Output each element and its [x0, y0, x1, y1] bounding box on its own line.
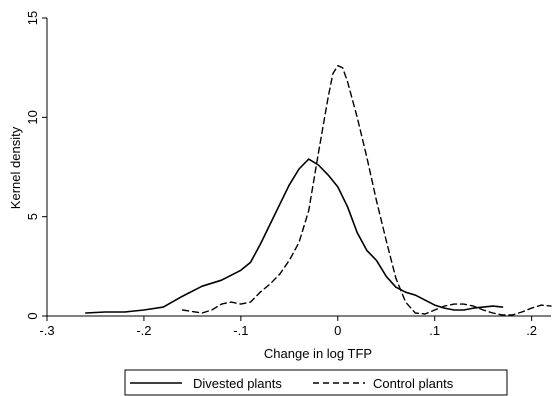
y-tick-label: 10	[25, 110, 40, 124]
y-tick-label: 0	[25, 312, 40, 319]
legend: Divested plants Control plants	[124, 369, 508, 396]
x-tick-label: .1	[429, 323, 440, 338]
y-tick-label: 15	[25, 11, 40, 25]
x-tick-label: -.3	[39, 323, 54, 338]
axes	[46, 18, 551, 317]
x-tick-label: -.2	[136, 323, 151, 338]
x-axis-title: Change in log TFP	[264, 346, 372, 361]
legend-label-divested: Divested plants	[193, 376, 282, 391]
x-axis-ticks: -.3 -.2 -.1 0 .1 .2	[39, 316, 537, 338]
y-axis-ticks: 0 5 10 15	[25, 11, 47, 320]
y-tick-label: 5	[25, 213, 40, 220]
x-tick-label: 0	[334, 323, 341, 338]
series-line-divested-plants	[85, 158, 504, 314]
series-layer	[85, 65, 552, 316]
x-tick-label: .2	[526, 323, 537, 338]
x-tick-label: -.1	[233, 323, 248, 338]
legend-label-control: Control plants	[373, 376, 454, 391]
y-axis-title: Kernel density	[8, 126, 23, 209]
